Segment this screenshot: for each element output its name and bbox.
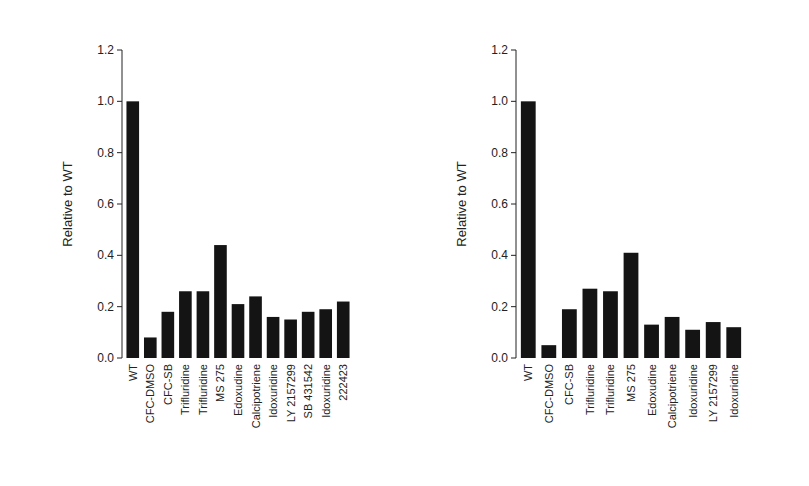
bar	[541, 345, 556, 358]
bar	[302, 312, 315, 358]
bar	[603, 291, 618, 358]
y-tick-label: 0.6	[97, 197, 114, 211]
x-tick-label: MS 275	[214, 364, 226, 402]
x-tick-label: SB 431542	[302, 364, 314, 418]
bar	[126, 101, 139, 358]
bar	[179, 291, 192, 358]
x-tick-label: Edoxudine	[646, 364, 658, 416]
chart: 0.0 0.2 0.4 0.6 0.8 1.0 1.2 WT CFC-DMSO CFC-SB Tri…	[60, 43, 350, 428]
x-tick-label: WT	[127, 364, 139, 381]
y-tick	[117, 152, 122, 153]
y-tick	[117, 255, 122, 256]
y-tick	[511, 358, 516, 359]
x-tick-label: Idoxuridine	[728, 364, 740, 418]
y-tick-label: 0.4	[97, 248, 114, 262]
x-tick-label: CFC-SB	[162, 364, 174, 405]
bars	[521, 101, 741, 358]
figure: 0.0 0.2 0.4 0.6 0.8 1.0 1.2 WT CFC-DMSO CFC-SB Tri…	[0, 0, 809, 486]
x-tick-label: Trifluridine	[604, 364, 616, 415]
x-tick-label: 222423	[337, 364, 349, 401]
chart: 0.0 0.2 0.4 0.6 0.8 1.0 1.2 WT CFC-DMSO CFC-SB Tri…	[454, 43, 741, 428]
bar	[144, 337, 157, 358]
y-tick-label: 1.2	[97, 43, 114, 57]
y-tick-label: 0.4	[491, 248, 508, 262]
y-tick	[511, 255, 516, 256]
y-tick	[511, 204, 516, 205]
bar	[249, 296, 262, 358]
bars	[126, 101, 349, 358]
y-tick	[117, 306, 122, 307]
y-tick	[511, 306, 516, 307]
y-tick	[117, 50, 122, 51]
bar	[562, 309, 577, 358]
y-tick-label: 0.8	[491, 146, 508, 160]
y-tick-label: 0.2	[491, 300, 508, 314]
y-tick	[117, 204, 122, 205]
bar	[624, 253, 639, 358]
bar	[162, 312, 175, 358]
y-tick-label: 0.0	[97, 351, 114, 365]
x-tick-label: Idoxuridine	[267, 364, 279, 418]
x-tick-label: Idoxuridine	[320, 364, 332, 418]
bar	[267, 317, 280, 358]
y-tick-label: 1.0	[491, 94, 508, 108]
x-tick-label: Edoxudine	[232, 364, 244, 416]
y-tick	[511, 152, 516, 153]
x-tick-label: WT	[522, 364, 534, 381]
y-tick	[511, 101, 516, 102]
bar	[685, 330, 700, 358]
y-axis-label: Relative to WT	[454, 161, 469, 246]
bar	[665, 317, 680, 358]
y-tick	[117, 358, 122, 359]
x-tick-label: Trifluridine	[197, 364, 209, 415]
x-tick-label: MS 275	[625, 364, 637, 402]
x-tick-label: CFC-DMSO	[144, 364, 156, 424]
x-tick-label: Trifluridine	[584, 364, 596, 415]
bar	[583, 289, 598, 358]
x-tick-label: LY 2157299	[285, 364, 297, 422]
y-axis-label: Relative to WT	[60, 161, 75, 246]
bar	[284, 320, 297, 359]
x-tick-label: LY 2157299	[707, 364, 719, 422]
x-tick-label: CFC-SB	[563, 364, 575, 405]
bar	[319, 309, 332, 358]
x-tick-label: CFC-DMSO	[543, 364, 555, 424]
y-tick-label: 0.8	[97, 146, 114, 160]
x-tick-label: Trifluridine	[179, 364, 191, 415]
bar	[197, 291, 210, 358]
bar	[232, 304, 245, 358]
y-tick-label: 0.0	[491, 351, 508, 365]
bar	[214, 245, 227, 358]
bar	[706, 322, 721, 358]
y-tick-label: 0.2	[97, 300, 114, 314]
bar	[644, 325, 659, 358]
bar	[521, 101, 536, 358]
bar	[337, 302, 350, 358]
x-tick-label: Calcipotriene	[250, 364, 262, 428]
y-tick-label: 0.6	[491, 197, 508, 211]
y-tick-label: 1.2	[491, 43, 508, 57]
y-tick	[117, 101, 122, 102]
x-tick-label: Calcipotriene	[666, 364, 678, 428]
y-tick	[511, 50, 516, 51]
y-tick-label: 1.0	[97, 94, 114, 108]
x-tick-label: Idoxuridine	[687, 364, 699, 418]
bar	[726, 327, 741, 358]
